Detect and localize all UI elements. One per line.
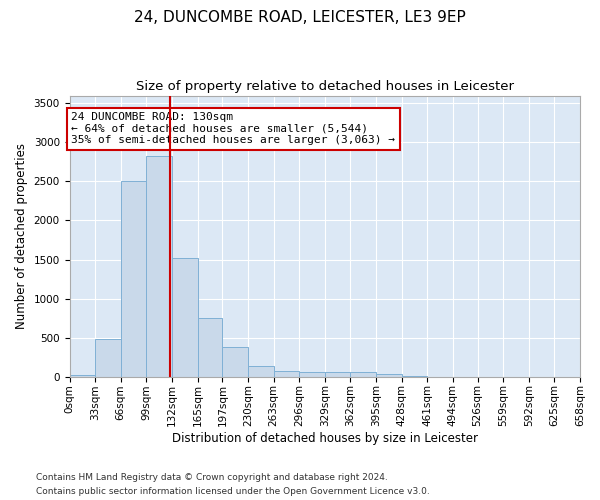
Bar [223,346,248,376]
Y-axis label: Number of detached properties: Number of detached properties [15,143,28,329]
Text: 24, DUNCOMBE ROAD, LEICESTER, LE3 9EP: 24, DUNCOMBE ROAD, LEICESTER, LE3 9EP [134,10,466,25]
Bar [376,374,401,376]
Title: Size of property relative to detached houses in Leicester: Size of property relative to detached ho… [136,80,514,93]
Bar [197,318,223,376]
Bar [248,366,274,376]
Bar [172,258,197,376]
Text: Contains public sector information licensed under the Open Government Licence v3: Contains public sector information licen… [36,488,430,496]
X-axis label: Distribution of detached houses by size in Leicester: Distribution of detached houses by size … [172,432,478,445]
Bar [121,180,146,376]
Bar [146,156,172,376]
Bar [95,339,121,376]
Bar [70,374,95,376]
Text: Contains HM Land Registry data © Crown copyright and database right 2024.: Contains HM Land Registry data © Crown c… [36,472,388,482]
Text: 24 DUNCOMBE ROAD: 130sqm
← 64% of detached houses are smaller (5,544)
35% of sem: 24 DUNCOMBE ROAD: 130sqm ← 64% of detach… [71,112,395,145]
Bar [325,372,350,376]
Bar [350,372,376,376]
Bar [299,372,325,376]
Bar [274,371,299,376]
